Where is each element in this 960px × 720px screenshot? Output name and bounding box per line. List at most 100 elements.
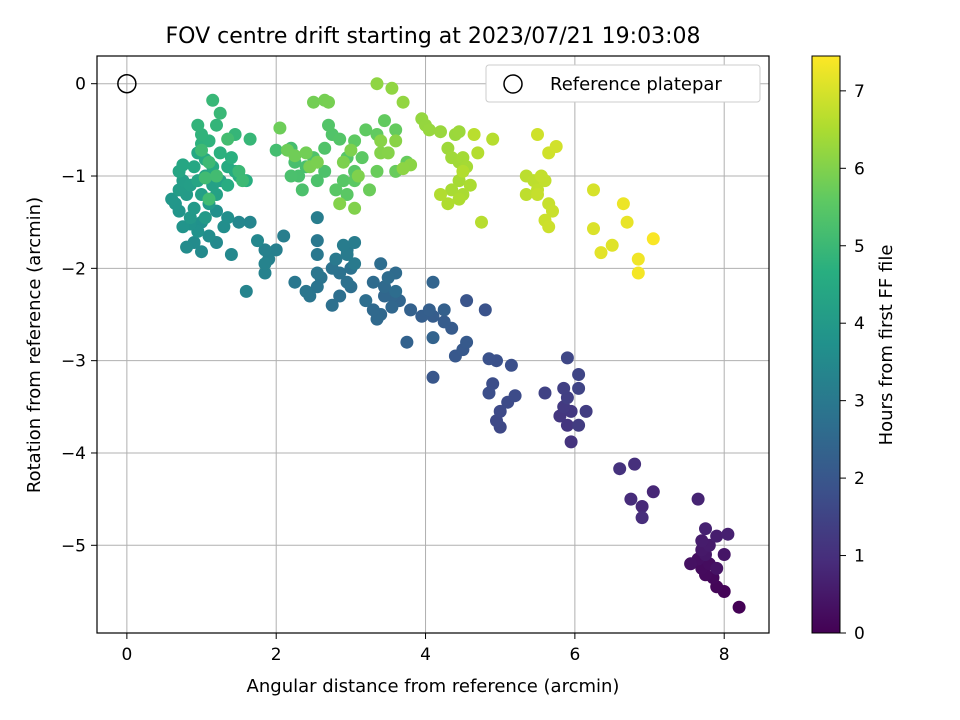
data-point — [396, 162, 410, 176]
data-point — [318, 164, 332, 178]
data-point — [475, 215, 488, 229]
colorbar: 0 1 2 3 4 5 6 7 Hours from first FF file — [811, 55, 897, 644]
data-point — [187, 201, 201, 215]
data-point — [434, 188, 447, 201]
data-point — [269, 143, 283, 157]
x-axis-ticks: 0 2 4 6 8 — [121, 633, 730, 665]
data-point — [422, 303, 436, 317]
data-point — [482, 386, 496, 400]
colorbar-gradient — [811, 55, 841, 634]
data-point — [452, 192, 466, 206]
data-point — [374, 257, 388, 271]
legend: Reference platepar — [485, 64, 761, 103]
data-point — [471, 146, 485, 160]
y-tick-label: −1 — [61, 167, 86, 187]
data-point — [322, 95, 335, 109]
data-point — [572, 368, 586, 381]
data-point — [594, 246, 608, 260]
data-point — [456, 164, 470, 178]
y-axis-ticks: 0 −1 −2 −3 −4 −5 — [61, 75, 97, 556]
data-point — [616, 197, 630, 211]
data-point — [232, 215, 246, 229]
data-point — [348, 201, 362, 215]
data-point — [176, 220, 190, 234]
data-point — [385, 81, 399, 95]
legend-marker — [503, 74, 523, 94]
data-point — [441, 197, 455, 211]
data-point — [437, 315, 451, 329]
data-point — [732, 600, 746, 614]
data-point — [385, 300, 399, 314]
data-point — [359, 294, 373, 308]
data-point — [318, 141, 332, 155]
data-point — [273, 121, 287, 135]
data-point — [370, 164, 384, 178]
data-point — [243, 215, 257, 229]
data-point — [310, 280, 324, 294]
colorbar-tick-label: 3 — [854, 392, 865, 412]
data-point — [195, 245, 208, 259]
data-point — [445, 183, 459, 197]
data-point — [684, 557, 698, 571]
data-point — [202, 192, 216, 206]
data-point — [333, 132, 347, 146]
data-point — [325, 298, 339, 312]
data-point — [288, 149, 302, 163]
data-point — [426, 275, 440, 289]
data-point — [333, 289, 347, 303]
plot-frame — [96, 55, 770, 634]
legend-box — [485, 64, 761, 103]
data-point — [646, 485, 660, 499]
data-point — [710, 561, 724, 575]
data-point — [560, 418, 574, 432]
data-point — [299, 146, 313, 160]
data-point — [587, 183, 600, 197]
data-point — [389, 123, 403, 137]
y-tick-label: −4 — [61, 444, 86, 464]
data-point — [572, 418, 586, 432]
data-point — [422, 123, 436, 137]
data-point — [251, 234, 264, 248]
data-point — [381, 271, 395, 285]
data-point — [635, 500, 649, 513]
data-point — [695, 534, 709, 548]
data-point — [482, 352, 496, 366]
colorbar-tick-label: 7 — [854, 82, 865, 102]
data-point — [486, 132, 500, 146]
data-point — [389, 284, 403, 298]
data-point — [336, 174, 350, 188]
colorbar-tick-label: 1 — [854, 547, 865, 567]
data-point — [560, 351, 574, 365]
data-point — [340, 275, 354, 289]
data-point — [258, 257, 272, 271]
data-point — [258, 266, 272, 280]
data-point — [587, 222, 600, 236]
data-point — [202, 155, 216, 169]
data-point — [310, 248, 324, 261]
data-point — [202, 229, 216, 243]
data-point — [396, 95, 410, 109]
data-point — [699, 522, 712, 536]
data-point — [366, 275, 380, 289]
data-point — [363, 183, 376, 197]
data-point — [624, 492, 638, 506]
data-point — [519, 188, 533, 201]
data-point — [221, 178, 235, 192]
data-point — [631, 266, 645, 280]
data-point — [467, 128, 481, 141]
data-point — [198, 211, 212, 225]
data-point — [348, 257, 362, 271]
y-tick-label: −3 — [61, 352, 86, 372]
data-point — [378, 114, 391, 128]
data-point — [710, 529, 724, 543]
reference-platepar-marker — [117, 73, 137, 94]
data-point — [340, 188, 354, 201]
data-point — [549, 140, 563, 153]
data-point — [437, 303, 451, 317]
data-point — [691, 492, 705, 506]
data-point — [508, 389, 522, 403]
data-point — [538, 386, 552, 400]
data-point — [191, 118, 205, 132]
data-point — [269, 243, 283, 257]
colorbar-tick-label: 4 — [854, 314, 865, 334]
